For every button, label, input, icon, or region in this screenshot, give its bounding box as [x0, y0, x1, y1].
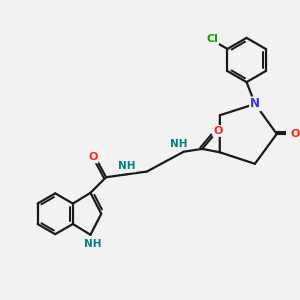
- Text: NH: NH: [118, 161, 136, 171]
- Text: NH: NH: [170, 139, 188, 149]
- Text: O: O: [290, 129, 300, 139]
- Text: O: O: [213, 126, 223, 136]
- Text: O: O: [88, 152, 98, 162]
- Text: N: N: [250, 98, 260, 110]
- Text: Cl: Cl: [206, 34, 218, 44]
- Text: NH: NH: [84, 239, 101, 249]
